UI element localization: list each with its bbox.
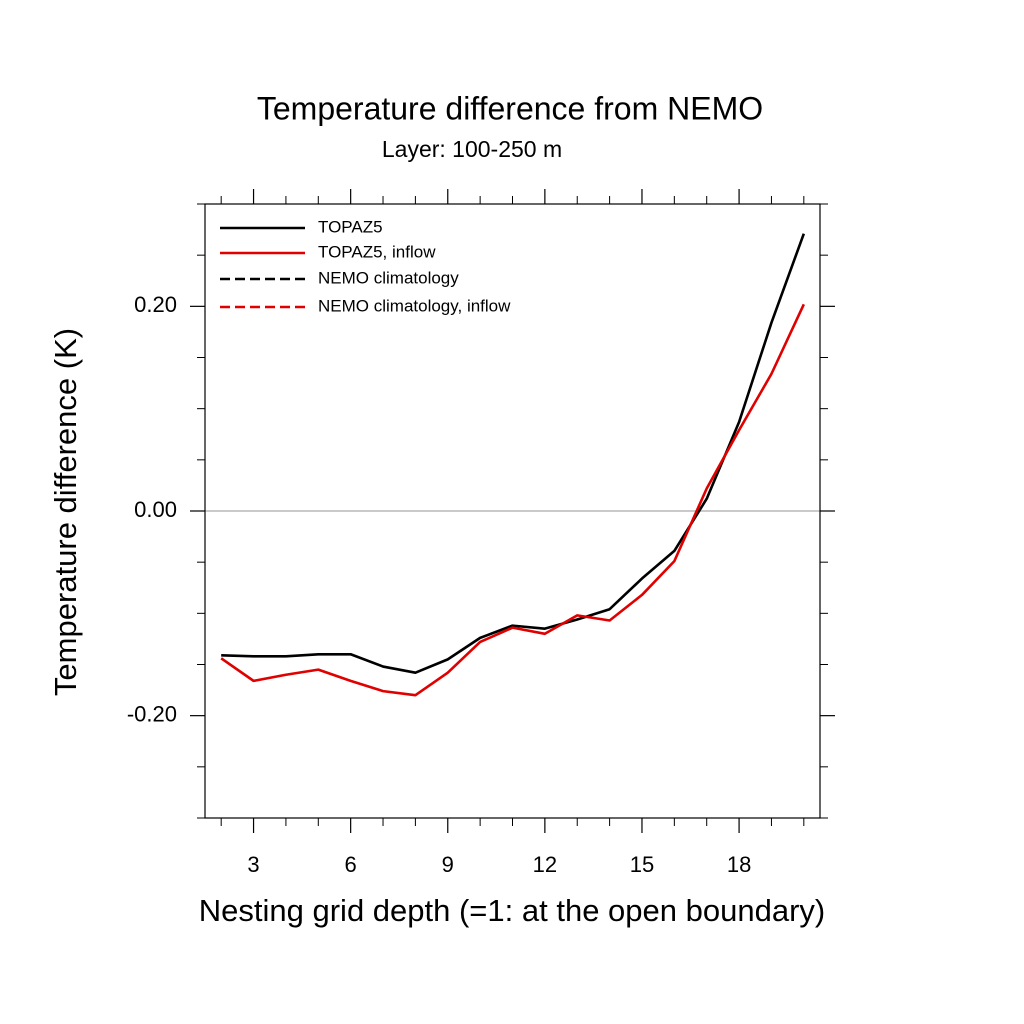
x-tick-label: 3: [247, 852, 259, 877]
x-tick-label: 9: [442, 852, 454, 877]
legend-label: NEMO climatology: [318, 268, 459, 287]
x-tick-label: 15: [630, 852, 654, 877]
x-tick-label: 12: [533, 852, 557, 877]
chart-title: Temperature difference from NEMO: [257, 90, 763, 126]
legend-label: NEMO climatology, inflow: [318, 296, 511, 315]
series-line: [221, 233, 806, 674]
y-tick-label: 0.00: [134, 497, 177, 522]
legend-label: TOPAZ5, inflow: [318, 242, 436, 261]
legend-label: TOPAZ5: [318, 217, 383, 236]
y-tick-label: 0.20: [134, 292, 177, 317]
chart-subtitle: Layer: 100-250 m: [382, 136, 562, 162]
y-axis-label: Temperature difference (K): [48, 328, 83, 696]
y-tick-label: -0.20: [127, 701, 177, 726]
x-tick-label: 18: [727, 852, 751, 877]
x-tick-label: 6: [345, 852, 357, 877]
series-line: [220, 303, 805, 697]
x-axis-label: Nesting grid depth (=1: at the open boun…: [199, 893, 825, 928]
